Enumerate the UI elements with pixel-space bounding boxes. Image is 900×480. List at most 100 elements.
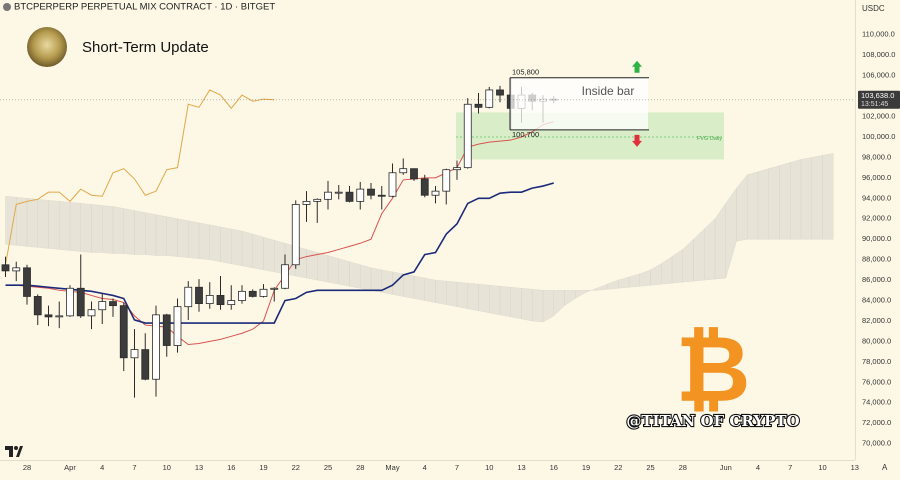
arrow-up — [632, 60, 642, 73]
candle-body — [302, 200, 311, 205]
candle-body — [12, 267, 21, 272]
cloud-slice — [704, 218, 716, 281]
candle — [238, 285, 246, 304]
y-tick-label: 102,000.0 — [862, 112, 895, 121]
x-tick-label: 13 — [517, 463, 525, 472]
cloud-slice — [16, 197, 28, 247]
candle-body — [367, 188, 375, 196]
cloud-slice — [510, 287, 522, 320]
candle-layer — [1, 77, 558, 398]
cloud-slice — [48, 200, 60, 250]
cloud-slice — [478, 283, 490, 314]
x-tick-label: 16 — [550, 463, 558, 472]
x-tick-label: 19 — [582, 463, 590, 472]
arrow-down — [632, 134, 642, 147]
cloud-slice — [26, 198, 38, 248]
y-tick-label: 100,000.0 — [862, 132, 895, 141]
candle-body — [141, 349, 150, 380]
cloud-slice — [521, 288, 533, 322]
candle-body — [496, 89, 504, 96]
candle — [1, 256, 10, 278]
x-tick-label: 13 — [195, 463, 203, 472]
candle — [216, 276, 225, 310]
y-tick-label: 106,000.0 — [862, 71, 895, 80]
x-tick-label: 16 — [227, 463, 235, 472]
candle — [205, 282, 214, 309]
x-tick-label: 10 — [485, 463, 493, 472]
cloud-slice — [413, 275, 425, 301]
cloud-slice — [532, 289, 544, 323]
candle — [281, 254, 289, 290]
candle — [345, 186, 354, 203]
candle-body — [238, 290, 246, 301]
cloud-slice — [790, 159, 802, 240]
cloud-slice — [747, 171, 759, 240]
y-tick-label: 74,000.0 — [862, 398, 891, 407]
candle — [248, 289, 257, 298]
x-tick-label: 4 — [423, 463, 427, 472]
cloud-slice — [123, 208, 135, 255]
auto-scale[interactable]: A — [882, 463, 888, 472]
candle-body — [162, 314, 171, 346]
price-tag-label: 103,638.0 — [861, 91, 894, 100]
watermark: @TITAN OF CRYPTO — [626, 412, 799, 430]
y-tick-label: 90,000.0 — [862, 234, 891, 243]
candle-body — [281, 264, 289, 289]
candle — [388, 163, 397, 198]
candle-body — [463, 103, 472, 169]
plot-area: FVG Daily 105,800 100,700 Inside bar — [1, 60, 834, 398]
candle — [291, 200, 300, 269]
cloud-slice — [800, 157, 812, 240]
cloud-slice — [381, 269, 393, 295]
candle — [431, 186, 440, 204]
cloud-slice — [456, 281, 468, 309]
cloud-slice — [91, 204, 103, 253]
candle-body — [248, 290, 257, 297]
candle-body — [173, 306, 182, 346]
y-tick-label: 92,000.0 — [862, 214, 891, 223]
cloud-slice — [446, 280, 458, 307]
cloud-slice — [188, 220, 200, 259]
candle-body — [270, 287, 279, 290]
candle — [377, 186, 386, 210]
x-tick-label: 4 — [756, 463, 760, 472]
candle — [496, 85, 504, 103]
inside-bar-low-label: 100,700 — [512, 130, 539, 139]
candle-body — [356, 188, 365, 202]
y-tick-label: 110,000.0 — [862, 30, 895, 39]
candle-body — [474, 103, 483, 108]
candle-body — [23, 267, 31, 297]
candle — [55, 301, 64, 329]
cloud-slice — [403, 273, 415, 299]
candle — [367, 182, 375, 200]
cloud-slice — [69, 202, 81, 252]
candle-body — [259, 288, 268, 297]
cloud-slice — [424, 277, 436, 303]
avatar — [27, 27, 67, 67]
inside-bar-box — [510, 77, 648, 130]
candle — [66, 285, 74, 317]
cloud-slice — [37, 199, 49, 249]
candle — [420, 174, 429, 198]
candle — [442, 168, 451, 205]
candle — [87, 301, 96, 330]
cloud-slice — [80, 203, 92, 253]
candle-body — [313, 198, 322, 202]
y-tick-label: 96,000.0 — [862, 173, 891, 182]
candle — [313, 198, 322, 223]
cloud-slice — [757, 168, 769, 240]
x-tick-label: Apr — [64, 463, 76, 472]
y-tick-label: 78,000.0 — [862, 357, 891, 366]
candle-body — [442, 169, 451, 192]
x-tick-label: 22 — [292, 463, 300, 472]
cloud-slice — [134, 210, 146, 255]
y-tick-label: 94,000.0 — [862, 193, 891, 202]
cloud-slice — [145, 212, 157, 256]
candle — [485, 86, 494, 109]
x-tick-label: 13 — [851, 463, 859, 472]
candle-body — [87, 309, 96, 317]
cloud-slice — [252, 233, 264, 271]
candle — [324, 180, 332, 210]
